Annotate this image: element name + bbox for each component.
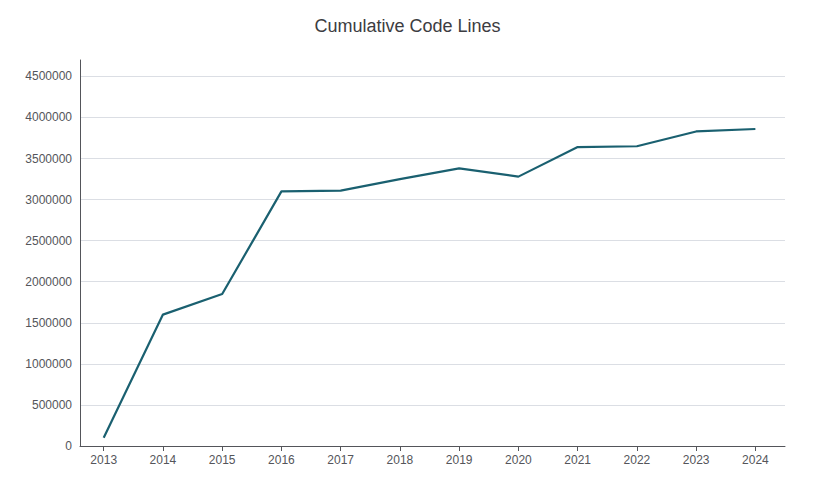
svg-text:3000000: 3000000 — [25, 193, 72, 207]
svg-text:500000: 500000 — [32, 398, 72, 412]
svg-text:2018: 2018 — [387, 453, 414, 467]
svg-text:2016: 2016 — [268, 453, 295, 467]
svg-text:2500000: 2500000 — [25, 234, 72, 248]
svg-text:Cumulative Code Lines: Cumulative Code Lines — [314, 16, 500, 36]
svg-text:2014: 2014 — [150, 453, 177, 467]
svg-text:2000000: 2000000 — [25, 275, 72, 289]
svg-text:2020: 2020 — [505, 453, 532, 467]
svg-text:4500000: 4500000 — [25, 69, 72, 83]
svg-text:0: 0 — [65, 439, 72, 453]
svg-text:2017: 2017 — [327, 453, 354, 467]
svg-text:3500000: 3500000 — [25, 152, 72, 166]
svg-text:2013: 2013 — [90, 453, 117, 467]
svg-text:2023: 2023 — [683, 453, 710, 467]
svg-text:1000000: 1000000 — [25, 357, 72, 371]
svg-text:2024: 2024 — [742, 453, 769, 467]
svg-text:4000000: 4000000 — [25, 110, 72, 124]
svg-text:2015: 2015 — [209, 453, 236, 467]
svg-text:2021: 2021 — [564, 453, 591, 467]
svg-text:1500000: 1500000 — [25, 316, 72, 330]
svg-text:2019: 2019 — [446, 453, 473, 467]
svg-text:2022: 2022 — [624, 453, 651, 467]
